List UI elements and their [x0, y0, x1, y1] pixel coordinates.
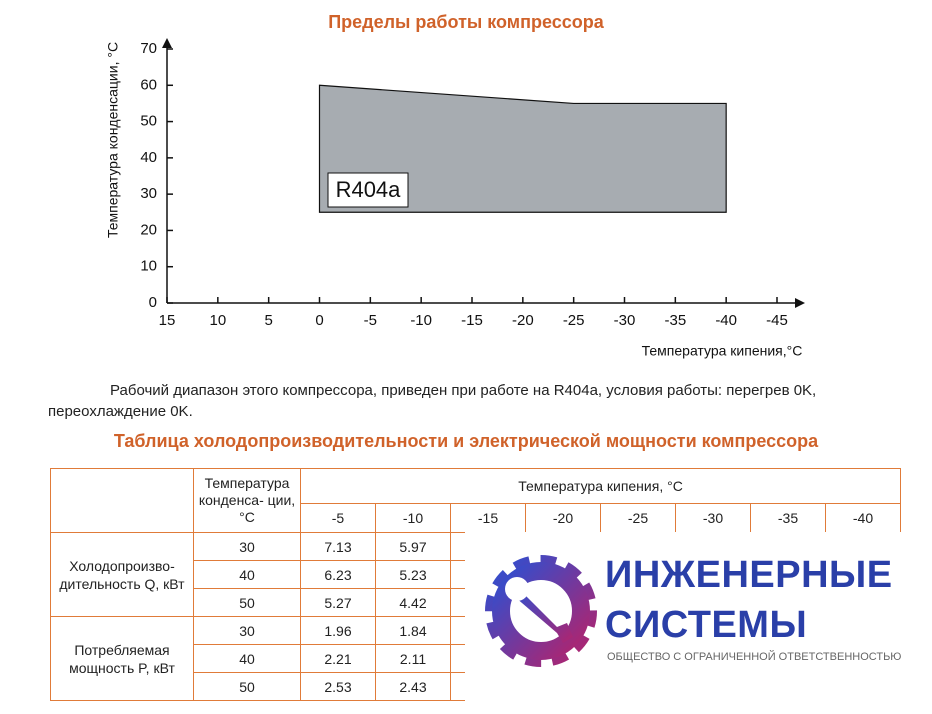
table-cell: 5.27 [300, 588, 376, 617]
table-cell: 40 [193, 644, 301, 673]
x-tick-label: -15 [461, 312, 483, 329]
note: Рабочий диапазон этого компрессора, прив… [48, 382, 817, 420]
x-tick-label: -45 [766, 312, 788, 329]
x-tick-label: -30 [614, 312, 636, 329]
x-tick-label: 15 [159, 312, 176, 329]
table-cell: 7.13 [300, 532, 376, 561]
y-tick-label: 0 [149, 294, 157, 311]
logo-subtitle: ОБЩЕСТВО С ОГРАНИЧЕННОЙ ОТВЕТСТВЕННОСТЬЮ [607, 651, 902, 663]
x-tick-label: -35 [664, 312, 686, 329]
table-cell: 4.42 [375, 588, 451, 617]
table-row: Температура конденса- ции, °C Температура… [50, 468, 901, 533]
x-tick-label: -10 [410, 312, 432, 329]
x-tick-label: 10 [209, 312, 226, 329]
table-cell: 40 [193, 560, 301, 589]
logo: ИНЖЕНЕРНЫЕ СИСТЕМЫ ОБЩЕСТВО С ОГРАНИЧЕНН… [465, 532, 912, 702]
table-cell: 2.43 [375, 672, 451, 701]
x-tick-label: 0 [315, 312, 323, 329]
y-tick-label: 50 [140, 113, 157, 130]
table-cell: 2.53 [300, 672, 376, 701]
x-axis-arrow [795, 298, 805, 308]
table-cell: -40 [825, 503, 901, 533]
table-cell: 6.23 [300, 560, 376, 589]
x-tick-label: -25 [563, 312, 585, 329]
table-cell: 30 [193, 532, 301, 561]
table-cell: -10 [375, 503, 451, 533]
table-cell: 30 [193, 616, 301, 645]
x-tick-label: 5 [264, 312, 272, 329]
table-cell: -5 [300, 503, 376, 533]
y-axis-label: Температура конденсации, °C [105, 42, 121, 238]
y-tick-label: 40 [140, 149, 157, 166]
table-cell [50, 468, 194, 533]
table-cell: -15 [450, 503, 526, 533]
table-cell: 2.21 [300, 644, 376, 673]
chart: Температура кипения,°C Температура конде… [105, 38, 805, 359]
logo-line2: СИСТЕМЫ [605, 604, 808, 646]
table-title: Таблица холодопроизводительности и элект… [113, 431, 819, 451]
table-cell: -20 [525, 503, 601, 533]
y-tick-label: 10 [140, 258, 157, 275]
chart-title: Пределы работы компрессора [328, 12, 604, 32]
table-cell: 50 [193, 588, 301, 617]
y-axis-arrow [162, 38, 172, 48]
table-cell: Холодопроизво- дительность Q, кВт [50, 532, 194, 617]
table-cell: 1.84 [375, 616, 451, 645]
table-cell: -35 [750, 503, 826, 533]
logo-gear [485, 555, 597, 667]
table-cell: -30 [675, 503, 751, 533]
x-tick-label: -5 [364, 312, 377, 329]
y-tick-label: 20 [140, 221, 157, 238]
operating-envelope [318, 84, 727, 213]
y-tick-label: 70 [140, 40, 157, 57]
x-tick-label: -40 [715, 312, 737, 329]
table-cell: 2.11 [375, 644, 451, 673]
annotation-box [327, 172, 409, 208]
table-cell: Температура кипения, °C [300, 468, 901, 504]
logo-line1: ИНЖЕНЕРНЫЕ [605, 554, 893, 596]
table-cell: 5.23 [375, 560, 451, 589]
table-cell: Потребляемая мощность P, кВт [50, 616, 194, 701]
table-cell: -25 [600, 503, 676, 533]
y-tick-label: 60 [140, 76, 157, 93]
table-cell: Температура конденса- ции, °C [193, 468, 301, 533]
annotation: R404a [336, 177, 402, 202]
table-cell: 1.96 [300, 616, 376, 645]
x-axis-label: Температура кипения,°C [642, 343, 803, 359]
x-tick-label: -20 [512, 312, 534, 329]
table-cell: 5.97 [375, 532, 451, 561]
y-tick-label: 30 [140, 185, 157, 202]
table-cell: 50 [193, 672, 301, 701]
